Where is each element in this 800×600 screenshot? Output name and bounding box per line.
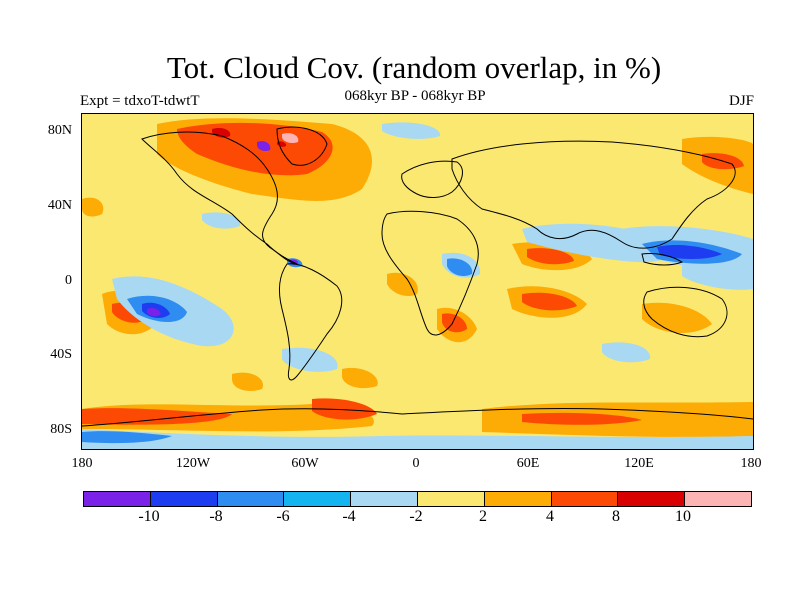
south-america-outline: [279, 263, 343, 381]
colorbar-label: 2: [479, 508, 487, 525]
lon-label-180e: 180: [740, 456, 762, 471]
north-america-outline: [141, 131, 298, 265]
period-label: 068kyr BP - 068kyr BP: [344, 88, 486, 104]
lat-label-80n: 80N: [47, 123, 72, 138]
colorbar-label: -8: [209, 508, 223, 525]
asia-outline: [451, 140, 736, 249]
greenland-outline: [276, 126, 328, 166]
colorbar-swatch-9: [685, 492, 751, 506]
lon-label-120w: 120W: [175, 456, 211, 471]
lat-label-40s: 40S: [50, 347, 72, 362]
antarctica-outline: [82, 407, 753, 427]
strong-negative-anomaly-regions: [142, 141, 722, 318]
australia-outline: [643, 286, 728, 338]
lat-label-40n: 40N: [47, 198, 72, 213]
world-map-plot: [81, 113, 754, 450]
lon-label-180w: 180: [71, 456, 93, 471]
colorbar-swatch-5: [417, 492, 485, 506]
season-label: DJF: [728, 93, 754, 109]
colorbar-swatch-1: [150, 492, 218, 506]
colorbar-label: -6: [276, 508, 290, 525]
coastlines: [82, 126, 753, 427]
lon-label-0: 0: [412, 456, 420, 471]
indonesia-outline: [641, 253, 684, 266]
europe-outline: [401, 160, 463, 198]
colorbar-label: -10: [138, 508, 160, 525]
lon-label-60e: 60E: [516, 456, 540, 471]
lat-label-equator: 0: [65, 273, 72, 288]
map-title: Tot. Cloud Cov. (random overlap, in %): [166, 50, 662, 85]
colorbar-label: -2: [409, 508, 423, 525]
colorbar-label: 10: [675, 508, 691, 525]
colorbar-swatch-3: [284, 492, 352, 506]
experiment-label: Expt = tdxoT-tdwtT: [80, 93, 200, 109]
colorbar-label: 4: [546, 508, 554, 525]
colorbar-swatch-7: [551, 492, 619, 506]
colorbar: [83, 491, 752, 507]
colorbar-swatch-4: [351, 492, 418, 506]
lon-label-120e: 120E: [624, 456, 654, 471]
africa-outline: [381, 210, 479, 336]
lat-label-80s: 80S: [50, 422, 72, 437]
colorbar-swatch-2: [217, 492, 285, 506]
colorbar-swatch-0: [84, 492, 151, 506]
colorbar-label: -4: [342, 508, 356, 525]
colorbar-swatch-8: [618, 492, 686, 506]
colorbar-label: 8: [612, 508, 620, 525]
lon-label-60w: 60W: [291, 456, 319, 471]
colorbar-swatch-6: [484, 492, 552, 506]
